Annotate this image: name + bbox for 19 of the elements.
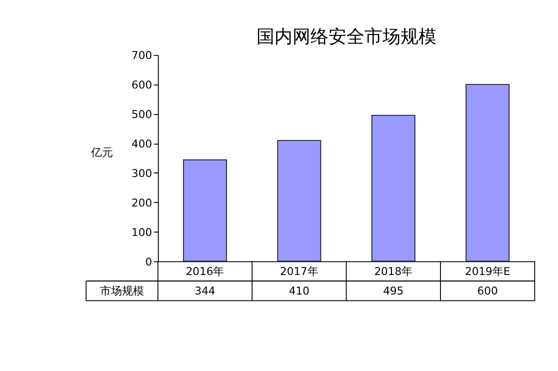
data-label: 495 (383, 284, 404, 298)
y-tick-label: 400 (132, 137, 152, 150)
y-tick-label: 0 (145, 255, 152, 268)
x-tick-label: 2019年E (465, 265, 510, 278)
y-tick-label: 200 (132, 196, 152, 210)
y-tick-label: 500 (132, 108, 152, 121)
text: 市场规模 (100, 284, 144, 298)
data-label: 410 (288, 284, 310, 298)
y-axis-title: 亿元 (90, 146, 114, 159)
y-tick-label: 100 (132, 226, 152, 239)
y-tick-label: 600 (132, 78, 152, 92)
x-tick-label: 2017年 (280, 265, 318, 278)
y-tick-label: 700 (132, 48, 152, 62)
x-tick-label: 2016年 (186, 265, 224, 278)
data-label: 344 (194, 284, 216, 298)
x-tick-label: 2018年 (374, 265, 413, 278)
y-tick-label: 300 (132, 166, 152, 180)
data-label: 600 (477, 284, 498, 298)
chart-title: 国内网络安全市场规模 (256, 26, 436, 48)
